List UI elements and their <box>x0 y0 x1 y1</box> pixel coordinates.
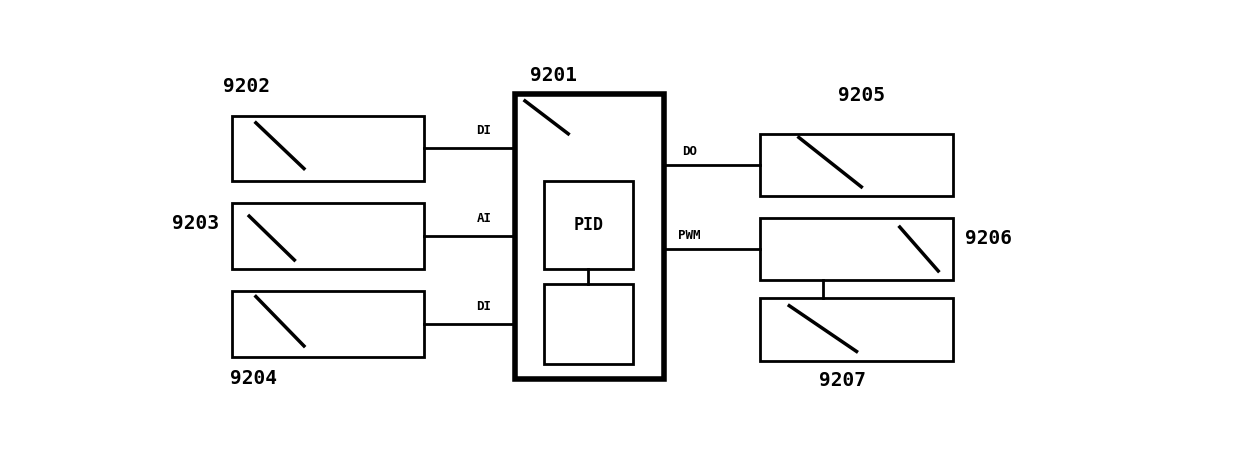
Text: DI: DI <box>476 300 491 313</box>
Text: DI: DI <box>476 124 491 137</box>
Text: 9203: 9203 <box>172 214 219 233</box>
Bar <box>760 218 952 280</box>
Bar <box>516 94 665 379</box>
Bar <box>232 115 424 181</box>
Bar <box>760 134 952 196</box>
Text: 9206: 9206 <box>965 228 1012 247</box>
Text: 9201: 9201 <box>529 66 577 85</box>
Bar <box>232 203 424 269</box>
Text: 9205: 9205 <box>838 86 885 105</box>
Text: 9207: 9207 <box>818 371 866 390</box>
Text: AI: AI <box>476 212 491 225</box>
Text: DO: DO <box>682 144 697 158</box>
Text: 9202: 9202 <box>223 77 270 96</box>
Bar <box>544 181 632 269</box>
Text: 9204: 9204 <box>231 370 278 389</box>
Text: PID: PID <box>573 216 604 234</box>
Bar <box>232 291 424 357</box>
Bar <box>544 284 632 364</box>
Text: PWM: PWM <box>678 228 701 242</box>
Bar <box>760 298 952 361</box>
